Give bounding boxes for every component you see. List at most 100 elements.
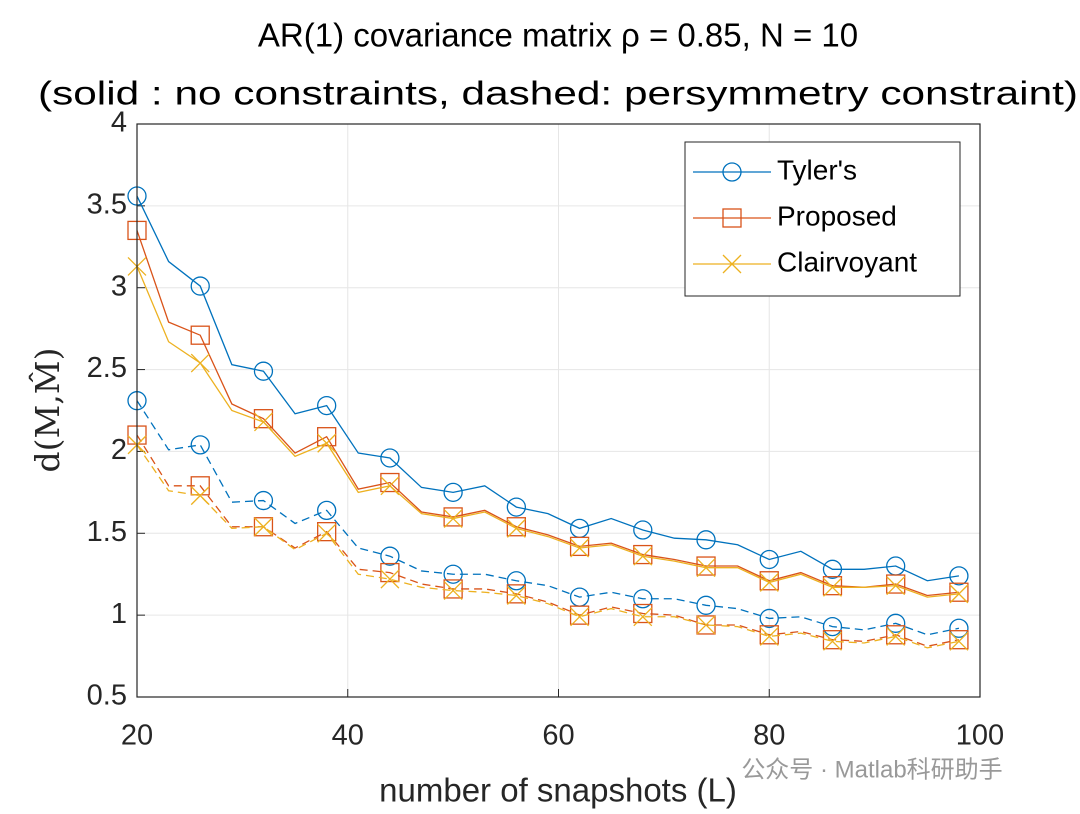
marker [949,631,969,651]
y-tick-label: 0.5 [87,680,127,712]
marker [317,433,337,453]
marker [822,576,843,596]
marker [190,353,210,373]
chart-title: AR(1) covariance matrix ρ = 0.85, N = 10 [258,17,858,54]
x-tick-label: 60 [542,720,574,752]
marker [822,616,843,637]
marker [633,603,653,624]
marker [886,625,906,645]
watermark: 公众号 · Matlab科研助手 [741,756,1002,783]
marker [253,517,274,537]
series-line [136,434,960,647]
marker [696,530,716,550]
marker [317,427,337,447]
series-line [136,195,960,582]
marker [822,630,843,650]
marker [822,559,843,579]
x-tick-label: 40 [332,720,364,752]
marker [633,546,653,566]
marker [759,626,779,646]
x-axis-label: number of snapshots (L) [379,772,737,809]
marker [443,482,463,503]
marker [317,395,337,416]
marker [317,500,337,521]
marker [380,476,400,496]
marker [443,579,463,599]
marker [569,536,590,557]
y-tick-label: 1.5 [87,516,127,548]
marker [633,607,653,627]
marker [696,558,716,578]
marker [949,566,969,586]
marker [759,571,779,591]
marker [253,412,273,432]
legend-marker [722,208,742,228]
series-line [136,444,960,649]
y-tick-label: 2 [111,434,127,466]
y-tick-label: 4 [111,107,127,139]
marker [506,586,526,605]
y-tick-label: 3 [111,270,127,302]
marker [759,625,779,645]
marker [570,538,590,558]
marker [317,521,337,542]
marker [443,509,463,529]
marker [886,613,906,633]
marker [253,517,273,537]
marker [380,472,400,493]
series-line [136,230,959,597]
marker [696,595,716,615]
marker [949,630,969,650]
marker [506,497,526,517]
marker [696,615,716,635]
marker [380,448,400,468]
marker [443,581,463,601]
marker [633,544,653,565]
x-tick-label: 20 [121,720,153,752]
y-axis-label: d(M,M̂) [27,348,67,473]
x-tick-label: 100 [956,720,1004,752]
marker [380,546,400,566]
marker [823,577,842,597]
marker [949,618,969,638]
marker [886,626,906,646]
y-tick-label: 2.5 [87,352,127,384]
marker [759,572,779,592]
marker [759,549,779,570]
legend-marker [722,162,742,182]
marker [949,582,969,602]
marker [506,517,527,537]
marker [253,490,274,511]
chart-subtitle: (solid : no constraints, dashed: persymm… [38,75,1078,112]
marker [380,569,400,589]
series-line [136,400,960,636]
marker [190,486,210,506]
series-line [136,266,959,598]
x-tick-label: 80 [753,720,785,752]
marker [886,576,906,596]
legend-label: Clairvoyant [777,246,917,277]
y-tick-label: 3.5 [87,189,127,221]
marker [190,325,210,345]
marker [633,589,653,609]
legend-box [684,141,961,297]
marker [380,562,400,583]
marker [886,574,906,594]
marker [570,607,590,627]
marker [443,564,463,584]
marker [506,571,526,591]
marker [633,520,653,540]
marker [569,605,590,625]
marker [506,584,527,604]
marker [253,361,274,381]
marker [506,518,526,538]
legend-marker [722,254,742,274]
axes-box [136,123,981,698]
marker [317,523,337,543]
marker [190,435,210,455]
marker [759,608,779,629]
y-tick-label: 1 [111,598,127,630]
legend-label: Tyler's [777,154,857,185]
marker [190,276,210,296]
